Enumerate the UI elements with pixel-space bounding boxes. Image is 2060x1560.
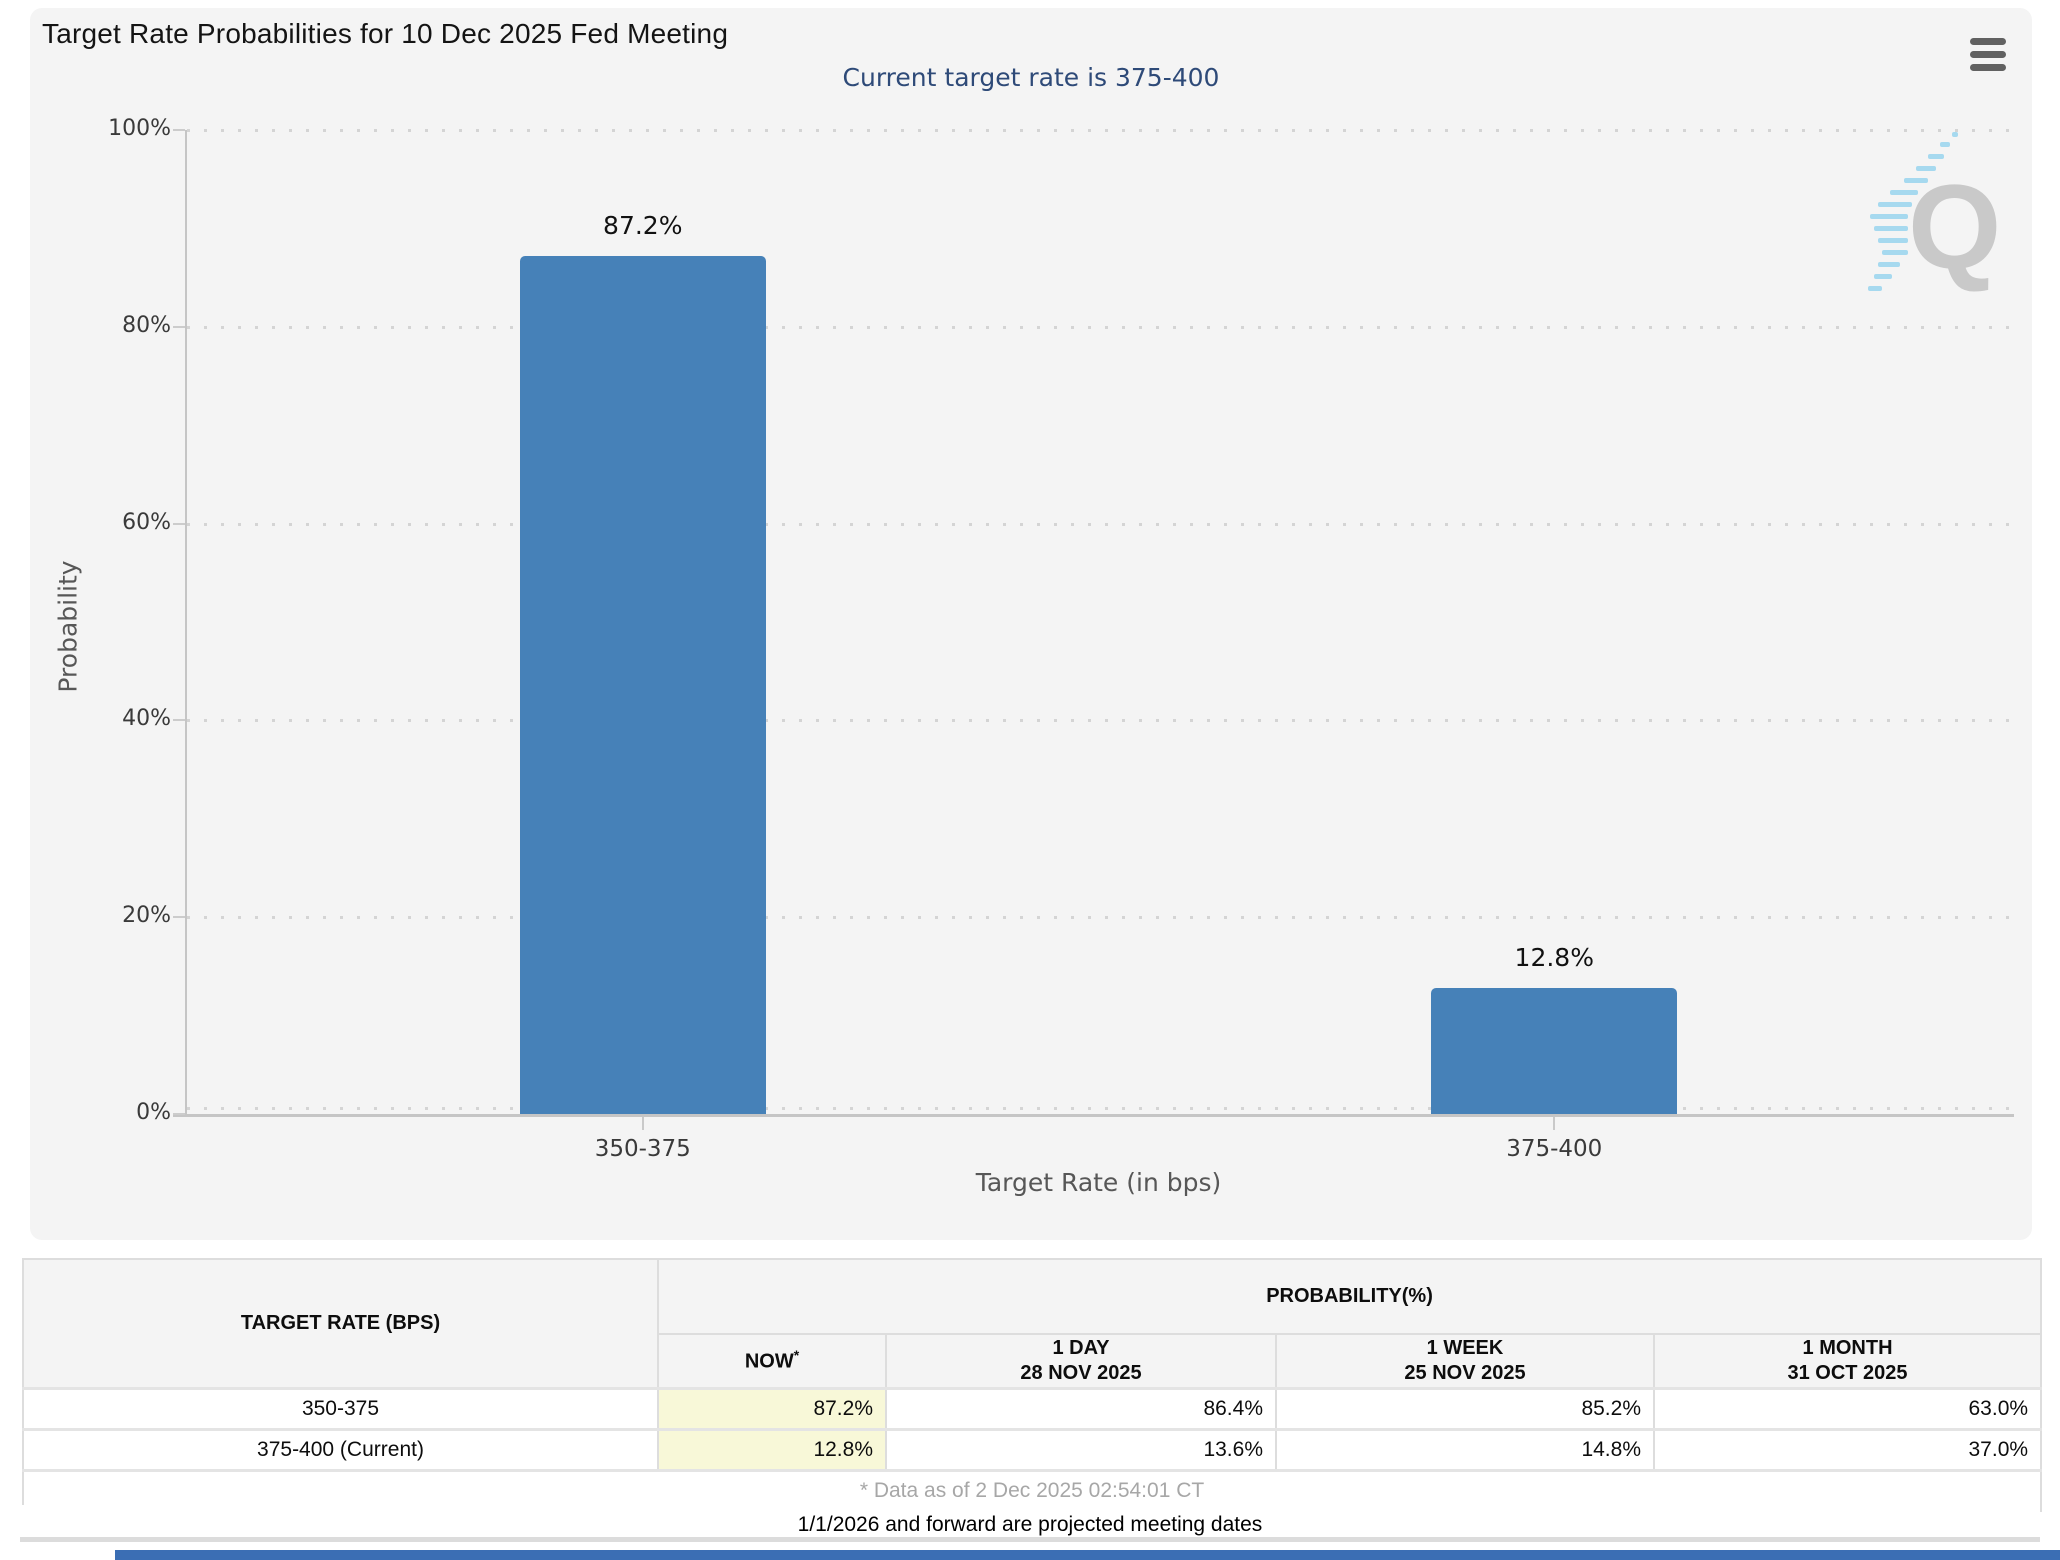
y-tick-mark	[173, 1113, 185, 1115]
footnote-asterisk: *	[793, 1347, 800, 1364]
gridline	[187, 719, 2010, 723]
col-header-now: NOW*	[657, 1333, 887, 1390]
gridline	[187, 916, 2010, 920]
data-as-of-note: * Data as of 2 Dec 2025 02:54:01 CT	[21, 1469, 2043, 1512]
y-tick-mark	[173, 916, 185, 919]
cell-now: 12.8%	[657, 1428, 887, 1472]
cell-1day: 13.6%	[885, 1428, 1277, 1472]
quikstrike-logo-icon: Q	[1868, 132, 2001, 294]
y-tick-mark	[173, 129, 185, 131]
cell-1day: 86.4%	[885, 1387, 1277, 1431]
bottom-accent-bar	[115, 1550, 2060, 1560]
cell-now: 87.2%	[657, 1387, 887, 1431]
col-header-probability: PROBABILITY(%)	[656, 1258, 2043, 1335]
col-header-1day: 1 DAY 28 NOV 2025	[885, 1333, 1277, 1390]
gridline	[187, 522, 2010, 526]
y-tick-label: 20%	[122, 903, 171, 929]
y-tick-mark	[173, 325, 185, 328]
menu-bar	[1970, 64, 2006, 71]
gridline	[187, 325, 2010, 329]
col-header-1week: 1 WEEK 25 NOV 2025	[1275, 1333, 1655, 1390]
bar-value-label: 12.8%	[1514, 943, 1594, 973]
plot-area: 0% 20% 40% 60% 80% 100% 87.2% 350-375 12.8% 375-4…	[108, 116, 2014, 1162]
gridline	[187, 129, 2010, 132]
menu-bar	[1970, 51, 2006, 58]
cell-1week: 14.8%	[1275, 1428, 1655, 1472]
table-row-375-400: 375-400 (Current) 12.8% 13.6% 14.8% 37.0…	[22, 1428, 2043, 1472]
y-tick-label: 60%	[122, 509, 171, 535]
cell-1month: 63.0%	[1652, 1387, 2043, 1431]
chart-title: Target Rate Probabilities for 10 Dec 202…	[42, 18, 729, 49]
x-tick-mark	[1553, 1117, 1556, 1130]
x-axis-title: Target Rate (in bps)	[975, 1168, 1222, 1197]
probability-table: TARGET RATE (BPS) PROBABILITY(%) NOW* 1 …	[21, 1258, 2043, 1512]
cell-target-rate: 375-400 (Current)	[22, 1428, 659, 1472]
cell-1month: 37.0%	[1652, 1428, 2043, 1472]
y-axis-title: Probability	[53, 560, 83, 693]
col-header-target-rate: TARGET RATE (BPS)	[22, 1258, 659, 1390]
chart-panel: Target Rate Probabilities for 10 Dec 202…	[30, 8, 2032, 1240]
col-header-1month: 1 MONTH 31 OCT 2025	[1652, 1333, 2043, 1390]
bar-350-375[interactable]	[519, 255, 766, 1114]
y-tick-label: 80%	[122, 312, 171, 338]
x-axis-line	[173, 1114, 2014, 1117]
y-axis-line	[185, 130, 187, 1116]
chart-subtitle: Current target rate is 375-400	[842, 63, 1220, 92]
y-tick-label: 100%	[108, 116, 171, 141]
bar-375-400[interactable]	[1431, 988, 1678, 1114]
table-row-350-375: 350-375 87.2% 86.4% 85.2% 63.0%	[22, 1387, 2043, 1431]
bar-value-label: 87.2%	[603, 210, 683, 240]
y-tick-label: 0%	[136, 1100, 171, 1125]
y-tick-mark	[173, 719, 185, 722]
svg-text:Q: Q	[1908, 160, 2001, 294]
projected-dates-note: 1/1/2026 and forward are projected meeti…	[20, 1505, 2040, 1542]
x-tick-mark	[641, 1117, 644, 1130]
x-tick-label: 350-375	[594, 1136, 691, 1162]
axis-minor-dots	[187, 1107, 2010, 1110]
menu-bar	[1970, 38, 2006, 45]
y-tick-label: 40%	[122, 706, 171, 732]
x-tick-label: 375-400	[1506, 1136, 1603, 1162]
cell-1week: 85.2%	[1275, 1387, 1655, 1431]
y-tick-mark	[173, 522, 185, 525]
cell-target-rate: 350-375	[22, 1387, 659, 1431]
hamburger-menu-icon[interactable]	[1970, 38, 2006, 77]
